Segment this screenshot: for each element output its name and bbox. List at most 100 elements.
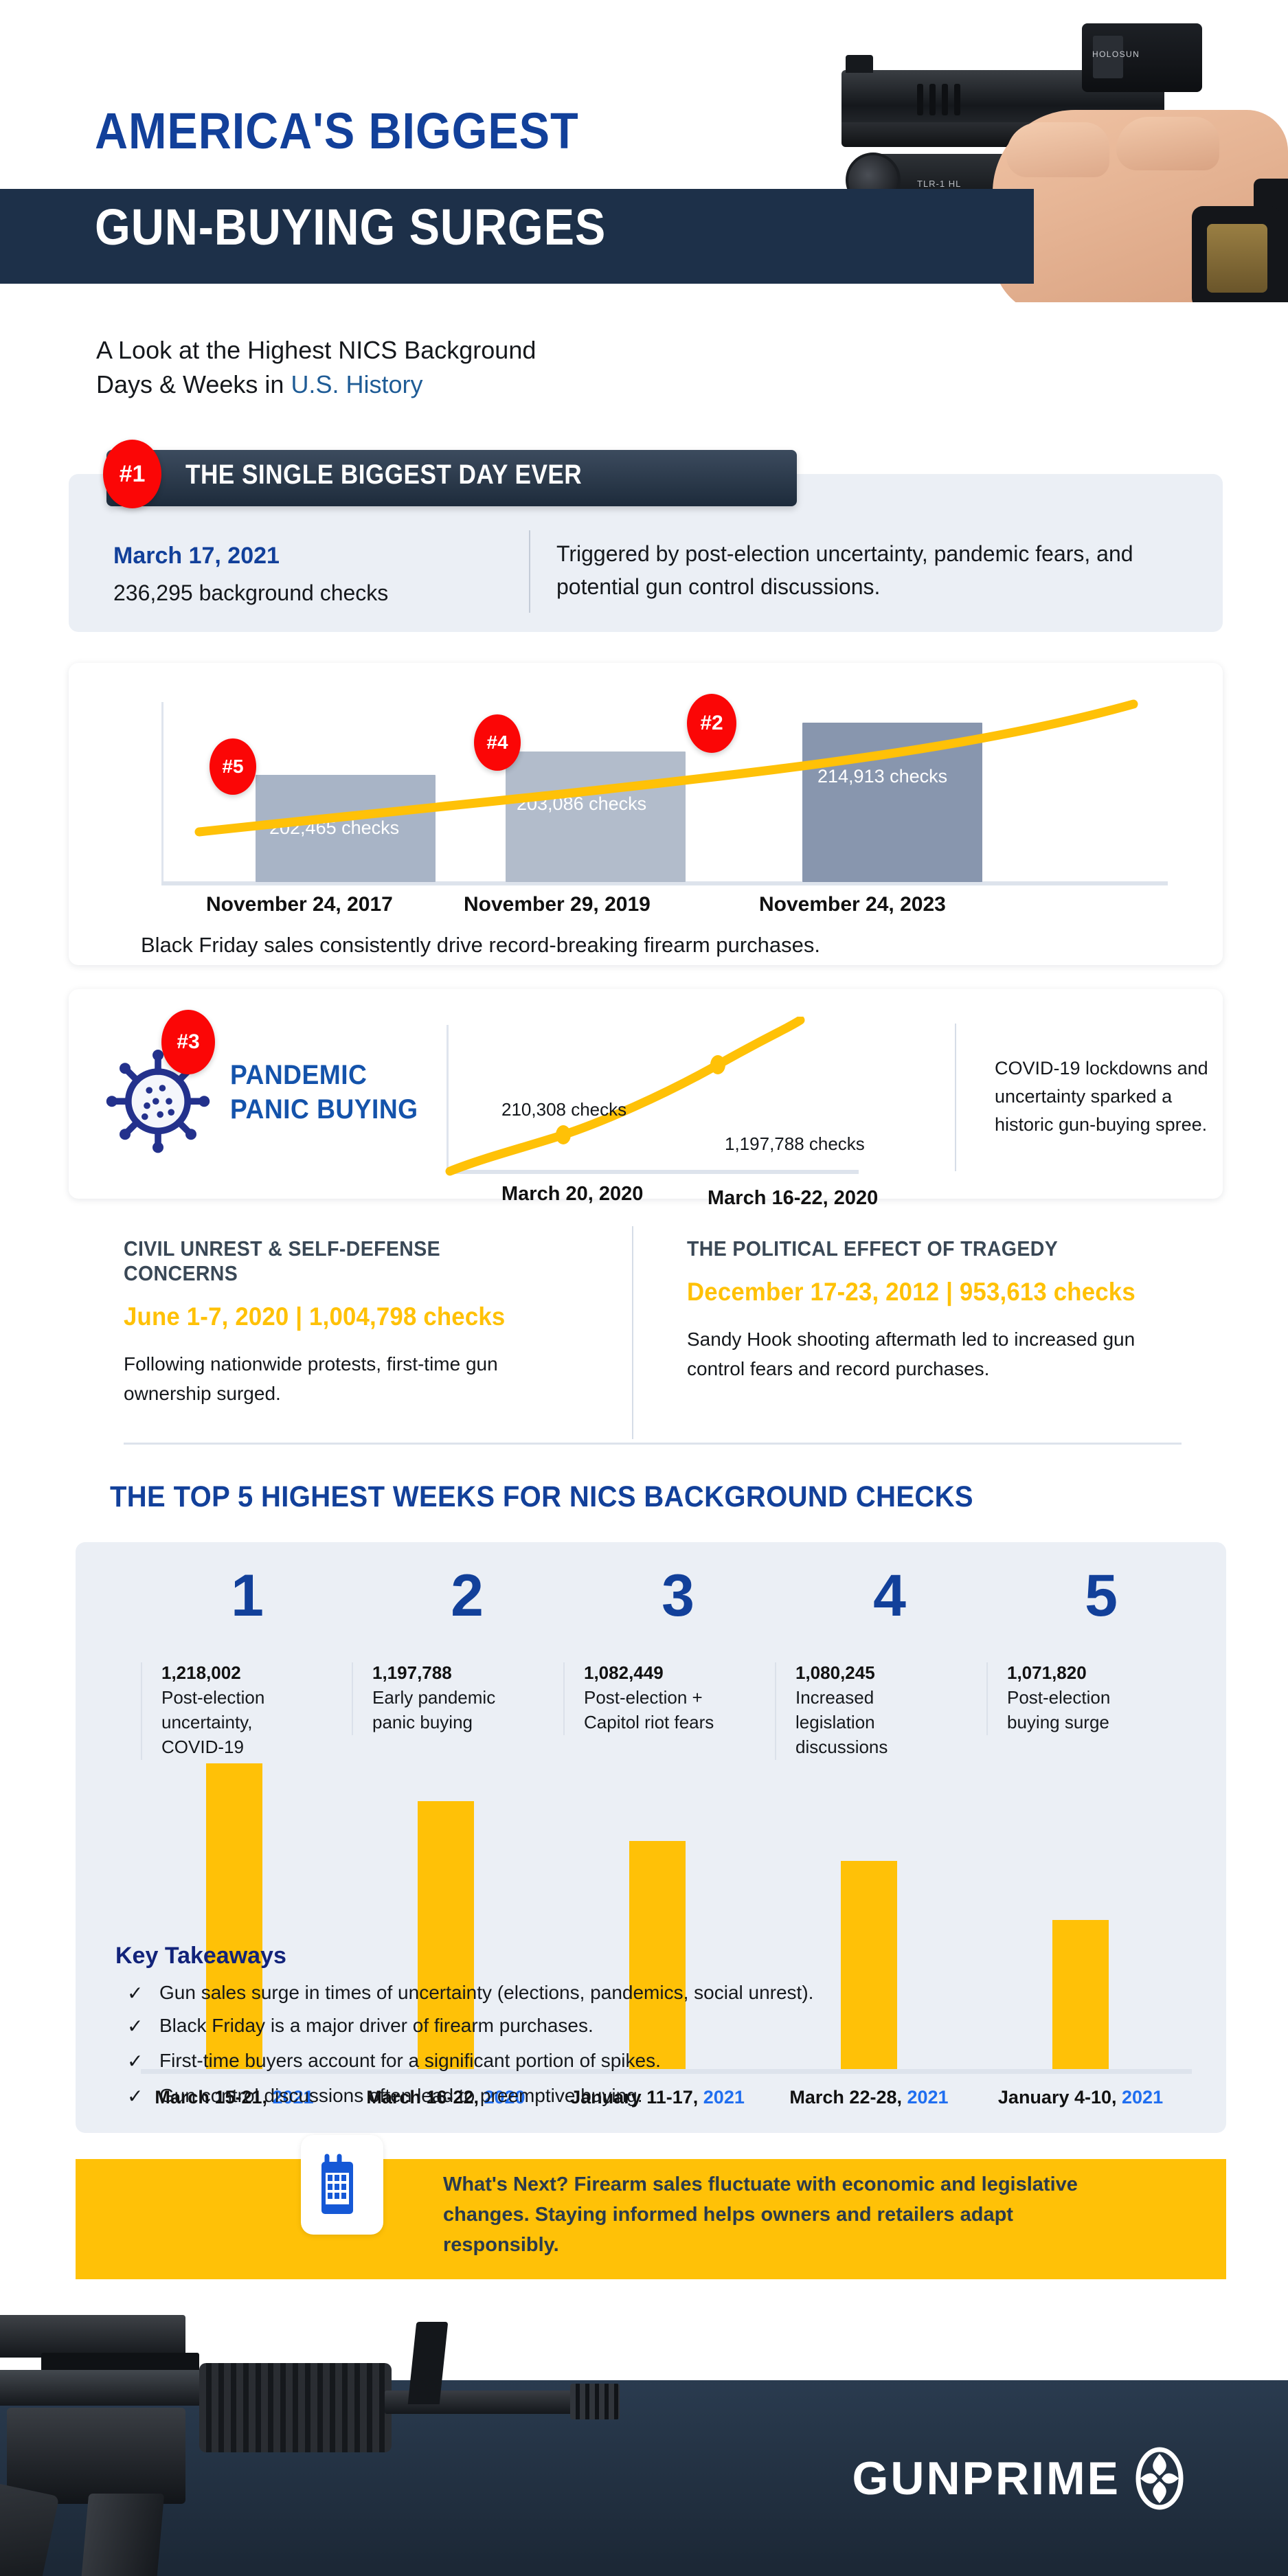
chart-y-axis [161, 702, 163, 884]
key-takeaway-item-1: Gun sales surge in times of uncertainty … [159, 1982, 814, 2003]
page-subtitle: A Look at the Highest NICS Background Da… [96, 333, 783, 401]
pandemic-title-line1: PANDEMIC [230, 1060, 368, 1090]
key-takeaway-item-4: Gun control discussions often lead to pr… [159, 2085, 643, 2106]
divider [124, 1443, 1182, 1445]
calendar-icon [321, 2154, 353, 2214]
top5-cell-3: 1,082,449 Post-election + Capitol riot f… [563, 1662, 735, 1735]
label-prefix: March 22-28, [789, 2087, 907, 2108]
key-takeaways-title: Key Takeaways [115, 1943, 286, 1969]
x-label-2019: November 29, 2019 [464, 893, 651, 916]
pandemic-card [69, 989, 1223, 1199]
label-year: 2021 [907, 2087, 949, 2108]
calendar-icon-box [301, 2135, 383, 2235]
political-effect-stat: December 17-23, 2012 | 953,613 checks [687, 1278, 1136, 1306]
top5-x-axis [141, 2069, 1192, 2074]
gunprime-logo[interactable]: GUNPRIME [852, 2445, 1185, 2511]
top5-desc-4: Increased legislation discussions [795, 1687, 888, 1757]
top5-cell-1: 1,218,002 Post-election uncertainty, COV… [141, 1662, 313, 1760]
crosshair-icon [1136, 2447, 1184, 2510]
label-year: 2021 [1122, 2087, 1164, 2108]
black-friday-caption: Black Friday sales consistently drive re… [141, 933, 820, 957]
top5-cell-5: 1,071,820 Post-election buying surge [986, 1662, 1158, 1735]
label-prefix: March 16-22, [366, 2087, 484, 2108]
label-year: 2021 [272, 2087, 314, 2108]
top5-desc-5: Post-election buying surge [1007, 1687, 1111, 1732]
bar-label-2017: 202,465 checks [269, 817, 400, 838]
label-prefix: March 15-21, [155, 2087, 273, 2108]
top5-bar-2 [418, 1801, 474, 2071]
page-title-line2: GUN-BUYING SURGES [95, 199, 607, 256]
rank-number-4: 4 [873, 1563, 906, 1629]
top5-bar-5 [1052, 1920, 1109, 2071]
check-icon: ✓ [127, 2050, 144, 2072]
civil-unrest-heading: CIVIL UNREST & SELF-DEFENSE CONCERNS [124, 1236, 441, 1285]
rank-badge-2: #2 [687, 694, 736, 753]
pistol-photo: HOLOSUN TLR-1 HL [780, 7, 1288, 302]
bar-2023 [802, 723, 982, 882]
top5-cell-2: 1,197,788 Early pandemic panic buying [352, 1662, 523, 1735]
political-effect-heading: THE POLITICAL EFFECT OF TRAGEDY [687, 1236, 1059, 1261]
top5-x-label-2: March 16-22, 2020 [332, 2087, 559, 2108]
biggest-day-title: THE SINGLE BIGGEST DAY EVER [185, 460, 583, 490]
top5-bar-4 [841, 1861, 897, 2071]
top5-value-4: 1,080,245 [795, 1662, 875, 1683]
header: HOLOSUN TLR-1 HL AMERICA'S BIGGEST GUN-B… [0, 0, 1288, 398]
top5-desc-2: Early pandemic panic buying [372, 1687, 496, 1732]
biggest-day-checks: 236,295 background checks [113, 580, 389, 605]
pandemic-value-label-1: 210,308 checks [501, 1099, 627, 1120]
pandemic-description: COVID-19 lockdowns and uncertainty spark… [995, 1058, 1208, 1136]
rank-number-2: 2 [451, 1563, 484, 1629]
check-icon: ✓ [127, 2015, 144, 2037]
civil-unrest-stat: June 1-7, 2020 | 1,004,798 checks [124, 1302, 506, 1331]
top5-x-label-3: January 11-17, 2021 [544, 2087, 771, 2108]
x-label-2023: November 24, 2023 [759, 893, 946, 916]
top5-x-label-5: January 4-10, 2021 [967, 2087, 1194, 2108]
whats-next-banner [76, 2159, 1226, 2279]
biggest-day-date: March 17, 2021 [113, 543, 280, 569]
rank-badge-5: #5 [210, 738, 256, 795]
label-prefix: January 11-17, [570, 2087, 703, 2108]
pandemic-trend-line [445, 1017, 805, 1176]
rank-badge-1: #1 [103, 440, 161, 508]
chart-x-axis [161, 881, 1168, 885]
key-takeaway-item-2: Black Friday is a major driver of firear… [159, 2015, 594, 2036]
coronavirus-icon [106, 1050, 210, 1153]
bar-2019 [506, 752, 686, 882]
divider [632, 1226, 633, 1439]
pandemic-value-label-2: 1,197,788 checks [725, 1133, 865, 1154]
page-title-line1: AMERICA'S BIGGEST [95, 102, 579, 159]
bar-label-2023: 214,913 checks [817, 766, 948, 787]
pandemic-x-label-1: March 20, 2020 [501, 1183, 644, 1205]
column-civil-unrest: CIVIL UNREST & SELF-DEFENSE CONCERNS Jun… [124, 1236, 563, 1409]
rank-number-1: 1 [231, 1563, 264, 1629]
top5-bar-1 [206, 1763, 262, 2071]
top5-value-3: 1,082,449 [584, 1662, 664, 1683]
key-takeaway-item-3: First-time buyers account for a signific… [159, 2050, 661, 2071]
light-brand-label: TLR-1 HL [917, 179, 962, 189]
top5-bar-3 [629, 1841, 686, 2071]
divider [529, 530, 530, 613]
subtitle-line2: Days & Weeks in [96, 370, 291, 398]
top5-desc-3: Post-election + Capitol riot fears [584, 1687, 714, 1732]
biggest-day-description: Triggered by post-election uncertainty, … [556, 541, 1133, 599]
pandemic-x-axis [447, 1170, 859, 1174]
biggest-day-ribbon [106, 450, 797, 506]
civil-unrest-body: Following nationwide protests, first-tim… [124, 1353, 498, 1405]
rifle-photo [0, 2287, 701, 2576]
top5-x-label-4: March 22-28, 2021 [756, 2087, 982, 2108]
pandemic-title: PANDEMIC PANIC BUYING [230, 1058, 418, 1127]
column-political-effect: THE POLITICAL EFFECT OF TRAGEDY December… [687, 1236, 1182, 1384]
whats-next-text: What's Next? Firearm sales fluctuate wit… [443, 2173, 1078, 2257]
rank-badge-4: #4 [474, 714, 521, 771]
pandemic-title-line2: PANIC BUYING [230, 1094, 418, 1125]
top5-desc-1: Post-election uncertainty, COVID-19 [161, 1687, 265, 1757]
label-year: 2021 [703, 2087, 745, 2108]
optic-brand-label: HOLOSUN [1092, 49, 1140, 59]
rank-number-3: 3 [662, 1563, 694, 1629]
top5-value-5: 1,071,820 [1007, 1662, 1087, 1683]
label-prefix: January 4-10, [997, 2087, 1122, 2108]
bar-label-2019: 203,086 checks [517, 793, 647, 814]
top5-x-label-1: March 15-21, 2021 [121, 2087, 348, 2108]
top5-title: THE TOP 5 HIGHEST WEEKS FOR NICS BACKGRO… [110, 1480, 973, 1513]
label-year: 2020 [484, 2087, 526, 2108]
